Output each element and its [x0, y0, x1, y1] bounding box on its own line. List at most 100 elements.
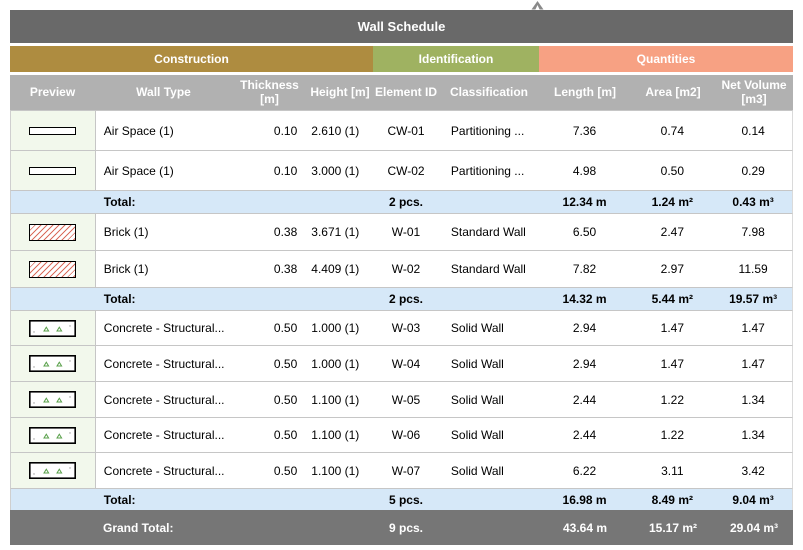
preview-cell — [11, 382, 96, 417]
thickness-value: 0.50 — [273, 356, 298, 371]
area-value: 1.47 — [660, 356, 684, 371]
total-label: Total: — [103, 195, 136, 209]
total-length-value: 16.98 m — [562, 492, 607, 507]
table-row-w01[interactable]: Brick (1) 0.38 3.671 (1) W-01 Standard W… — [10, 213, 793, 250]
grand-total-net-volume-value: 29.04 m³ — [729, 520, 779, 535]
total-row-brick: Total: 2 pcs. 14.32 m 5.44 m² 19.57 m³ — [10, 287, 793, 310]
column-header-height: Height [m] — [310, 84, 370, 99]
table-row-w03[interactable]: Concrete - Structural... 0.50 1.000 (1) … — [10, 310, 793, 345]
height-value: 3.671 (1) — [311, 225, 360, 239]
total-length-value: 12.34 m — [562, 195, 607, 209]
net-volume-value: 7.98 — [741, 225, 765, 239]
wall-type-value: Concrete - Structural... — [103, 321, 225, 335]
grand-total-length-value: 43.64 m — [562, 520, 608, 535]
air-space-preview-icon — [29, 166, 77, 175]
height-value: 2.610 (1) — [311, 123, 360, 138]
page-break-marker-icon[interactable] — [531, 1, 544, 10]
total-net-volume-value: 0.43 m³ — [732, 195, 774, 209]
classification-value: Standard Wall — [450, 262, 526, 276]
column-header-element-id: Element ID — [375, 84, 438, 99]
table-row-w06[interactable]: Concrete - Structural... 0.50 1.100 (1) … — [10, 417, 793, 452]
classification-value: Partitioning ... — [450, 123, 525, 138]
height-value: 1.100 (1) — [311, 463, 360, 478]
wall-type-value: Brick (1) — [103, 225, 149, 239]
classification-value: Solid Wall — [450, 463, 504, 478]
preview-cell — [11, 111, 96, 150]
preview-cell — [11, 418, 96, 452]
height-value: 1.000 (1) — [311, 356, 360, 371]
classification-value: Solid Wall — [450, 428, 504, 442]
thickness-value: 0.50 — [273, 463, 298, 478]
thickness-value: 0.38 — [273, 225, 298, 239]
table-row-w02[interactable]: Brick (1) 0.38 4.409 (1) W-02 Standard W… — [10, 250, 793, 287]
table-row-cw02[interactable]: Air Space (1) 0.10 3.000 (1) CW-02 Parti… — [10, 150, 793, 190]
length-value: 4.98 — [572, 163, 597, 178]
concrete-preview-icon — [29, 355, 77, 372]
grand-total-label: Grand Total: — [103, 520, 174, 535]
table-row-w07[interactable]: Concrete - Structural... 0.50 1.100 (1) … — [10, 452, 793, 488]
total-label: Total: — [103, 292, 136, 306]
column-header-length: Length [m] — [554, 84, 616, 99]
net-volume-value: 11.59 — [738, 262, 768, 276]
height-value: 1.000 (1) — [311, 321, 360, 335]
thickness-value: 0.10 — [273, 123, 298, 138]
wall-type-value: Brick (1) — [103, 262, 149, 276]
element-id-value: W-05 — [391, 392, 421, 407]
net-volume-value: 3.42 — [741, 463, 765, 478]
total-net-volume-value: 19.57 m³ — [729, 292, 778, 306]
preview-cell — [11, 453, 96, 488]
total-area-value: 8.49 m² — [651, 492, 693, 507]
element-id-value: W-02 — [391, 262, 421, 276]
height-value: 4.409 (1) — [311, 262, 360, 276]
wall-type-value: Concrete - Structural... — [103, 463, 225, 478]
preview-cell — [11, 151, 96, 190]
preview-cell — [11, 214, 96, 250]
preview-cell — [11, 346, 96, 381]
element-id-value: W-03 — [391, 321, 421, 335]
brick-preview-icon — [29, 260, 77, 278]
area-value: 0.50 — [660, 163, 684, 178]
concrete-preview-icon — [29, 462, 77, 479]
thickness-value: 0.50 — [273, 392, 298, 407]
total-area-value: 1.24 m² — [651, 195, 693, 209]
schedule-title: Wall Schedule — [357, 19, 446, 34]
length-value: 2.44 — [572, 428, 597, 442]
length-value: 2.44 — [572, 392, 597, 407]
table-row-cw01[interactable]: Air Space (1) 0.10 2.610 (1) CW-01 Parti… — [10, 110, 793, 150]
wall-type-value: Concrete - Structural... — [103, 356, 225, 371]
thickness-value: 0.38 — [273, 262, 298, 276]
table-row-w04[interactable]: Concrete - Structural... 0.50 1.000 (1) … — [10, 345, 793, 381]
concrete-preview-icon — [29, 391, 77, 408]
area-value: 1.47 — [660, 321, 684, 335]
length-value: 7.82 — [572, 262, 597, 276]
thickness-value: 0.10 — [273, 163, 298, 178]
group-quantities: Quantities — [539, 46, 793, 72]
net-volume-value: 1.34 — [741, 392, 765, 407]
element-id-value: W-01 — [391, 225, 421, 239]
net-volume-value: 0.29 — [741, 163, 765, 178]
concrete-preview-icon — [29, 319, 77, 337]
table-row-w05[interactable]: Concrete - Structural... 0.50 1.100 (1) … — [10, 381, 793, 417]
column-header-wall-type: Wall Type — [136, 84, 191, 99]
wall-schedule-table: Wall Schedule Construction Identificatio… — [10, 10, 793, 545]
schedule-title-bar: Wall Schedule — [10, 10, 793, 43]
group-identification: Identification — [373, 46, 539, 72]
element-id-value: CW-02 — [387, 163, 425, 178]
length-value: 2.94 — [572, 356, 597, 371]
grand-total-pcs-value: 9 pcs. — [388, 520, 424, 535]
grand-total-row: Grand Total: 9 pcs. 43.64 m 15.17 m² 29.… — [10, 510, 793, 545]
column-header-thickness: Thickness [m] — [240, 77, 299, 106]
total-length-value: 14.32 m — [562, 292, 607, 306]
grand-total-area-value: 15.17 m² — [648, 520, 698, 535]
total-pcs-value: 5 pcs. — [388, 492, 423, 507]
wall-type-value: Concrete - Structural... — [103, 392, 225, 407]
area-value: 2.47 — [660, 225, 684, 239]
thickness-value: 0.50 — [273, 321, 298, 335]
preview-cell — [11, 311, 96, 345]
length-value: 7.36 — [572, 123, 597, 138]
net-volume-value: 1.47 — [741, 321, 765, 335]
wall-type-value: Air Space (1) — [103, 123, 174, 138]
area-value: 3.11 — [661, 463, 684, 478]
area-value: 0.74 — [660, 123, 684, 138]
area-value: 1.22 — [660, 392, 684, 407]
